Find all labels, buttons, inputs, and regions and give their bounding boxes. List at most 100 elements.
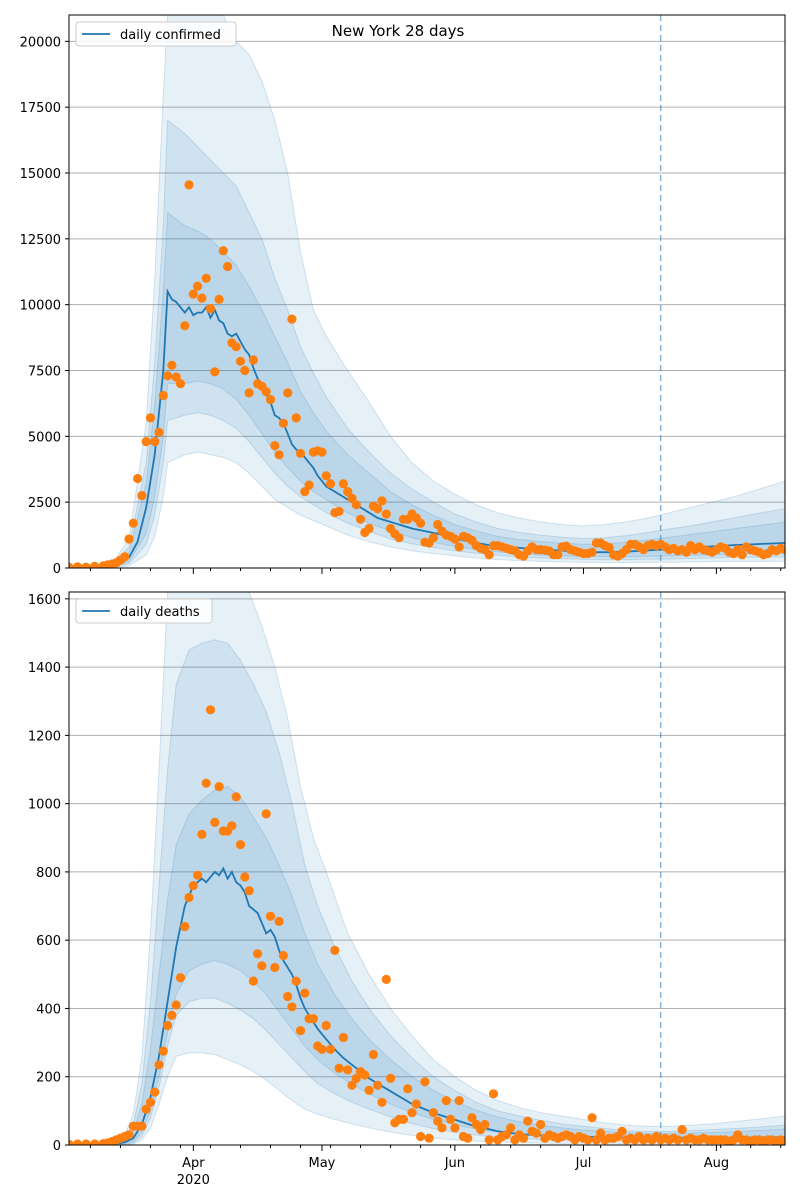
observed-point	[428, 1108, 438, 1118]
y-tick-label: 15000	[20, 167, 61, 182]
observed-point	[150, 437, 160, 447]
observed-point	[158, 1046, 168, 1056]
observed-point	[214, 782, 224, 792]
observed-point	[270, 962, 280, 973]
observed-point	[205, 304, 216, 314]
observed-point	[180, 921, 190, 932]
observed-point	[124, 534, 134, 544]
observed-point	[343, 487, 353, 497]
observed-point	[673, 1135, 683, 1145]
observed-point	[167, 1010, 177, 1020]
observed-point	[381, 509, 391, 519]
observed-point	[501, 1130, 511, 1140]
observed-point	[437, 1123, 447, 1133]
uncertainty-band	[69, 15, 785, 568]
observed-point	[377, 1097, 387, 1107]
uncertainty-band	[69, 639, 785, 1145]
y-tick-label: 2500	[28, 496, 61, 511]
observed-point	[416, 518, 426, 528]
y-tick-label: 10000	[20, 299, 61, 314]
observed-point	[240, 365, 250, 376]
observed-point	[193, 281, 203, 291]
observed-point	[210, 817, 220, 828]
observed-point	[450, 1123, 460, 1133]
observed-point	[780, 545, 785, 555]
observed-point	[780, 1137, 785, 1145]
observed-point	[248, 355, 258, 365]
observed-point	[325, 479, 336, 489]
observed-point	[347, 1080, 357, 1090]
observed-point	[325, 1044, 336, 1054]
observed-point	[587, 547, 597, 557]
observed-point	[150, 1087, 160, 1097]
observed-point	[283, 991, 293, 1002]
legend-label: daily deaths	[120, 605, 200, 620]
observed-point	[338, 1032, 348, 1043]
deaths-panel: 0 200 400 600 800 1000 1200 1400 1600 Apr 2020 May J…	[28, 591, 786, 1188]
y-tick-label: 1400	[28, 661, 61, 676]
observed-point	[235, 840, 246, 850]
x-tick-label: Apr	[182, 1156, 205, 1171]
observed-point	[454, 542, 464, 552]
observed-point	[201, 778, 211, 788]
observed-point	[463, 1133, 473, 1143]
observed-point	[433, 519, 443, 530]
observed-point	[407, 1108, 417, 1118]
observed-point	[214, 294, 224, 304]
y-tick-label: 200	[36, 1071, 61, 1086]
observed-point	[450, 534, 460, 544]
observed-point	[274, 450, 284, 460]
uncertainty-band	[69, 119, 785, 568]
observed-point	[308, 1014, 318, 1024]
observed-point	[355, 514, 366, 524]
observed-point	[81, 562, 91, 568]
observed-point	[201, 273, 211, 283]
observed-point	[81, 1139, 91, 1145]
observed-point	[518, 1133, 529, 1143]
observed-point	[291, 976, 301, 986]
y-tick-label: 17500	[20, 101, 61, 116]
observed-point	[484, 1135, 494, 1145]
observed-point	[184, 180, 194, 190]
observed-point	[163, 1020, 173, 1031]
observed-point	[441, 1096, 451, 1106]
observed-point	[304, 480, 314, 490]
observed-point	[141, 437, 151, 447]
observed-point	[261, 809, 271, 819]
observed-point	[287, 314, 297, 324]
observed-point	[334, 506, 344, 516]
observed-point	[428, 533, 438, 543]
observed-point	[617, 1126, 627, 1136]
observed-point	[523, 1116, 533, 1126]
observed-point	[480, 1119, 490, 1130]
observed-point	[171, 1000, 181, 1010]
observed-point	[248, 976, 258, 986]
observed-point	[188, 289, 198, 299]
observed-point	[231, 792, 241, 802]
observed-point	[124, 1130, 134, 1140]
observed-point	[377, 496, 387, 506]
observed-point	[330, 945, 340, 956]
y-tick-label: 0	[53, 562, 61, 577]
observed-point	[69, 562, 74, 568]
observed-point	[531, 1128, 541, 1138]
observed-point	[261, 387, 271, 397]
observed-point	[506, 1123, 516, 1133]
observed-point	[154, 1060, 164, 1070]
observed-point	[347, 493, 357, 503]
observed-point	[137, 491, 147, 501]
y-tick-label: 800	[36, 866, 61, 881]
observed-point	[171, 372, 181, 382]
y-tick-label: 7500	[28, 365, 61, 380]
observed-point	[737, 550, 747, 560]
observed-point	[364, 1085, 374, 1095]
observed-point	[368, 1049, 378, 1060]
legend-label: daily confirmed	[120, 28, 221, 43]
observed-point	[69, 1139, 74, 1145]
observed-point	[300, 487, 310, 497]
observed-point	[420, 1077, 430, 1087]
observed-point	[381, 974, 391, 985]
observed-point	[283, 388, 293, 398]
observed-point	[373, 1080, 383, 1090]
